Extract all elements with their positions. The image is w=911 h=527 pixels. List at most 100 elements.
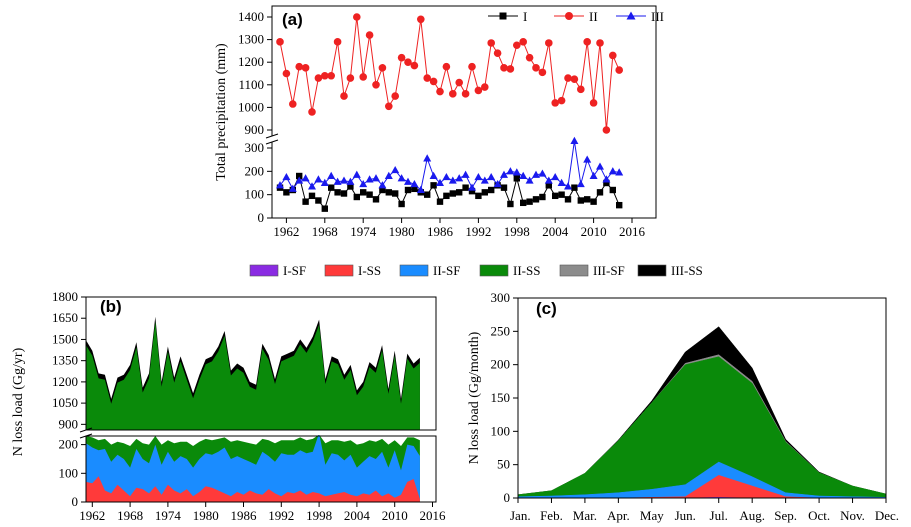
data-point-II bbox=[557, 96, 566, 105]
y-tick-label: 1800 bbox=[52, 289, 78, 304]
y-tick-label: 100 bbox=[491, 423, 511, 438]
data-point-III bbox=[500, 170, 508, 178]
data-point-I bbox=[596, 189, 604, 196]
panel-a: (a) Total precipitation (mm) 90010001100… bbox=[214, 5, 664, 239]
data-point-II bbox=[564, 74, 572, 82]
data-point-II bbox=[583, 38, 591, 46]
data-point-III bbox=[282, 172, 291, 181]
data-point-III bbox=[461, 170, 470, 178]
data-point-III bbox=[410, 179, 419, 188]
legend-marker-I bbox=[499, 12, 507, 20]
panel-b-label: (b) bbox=[100, 297, 122, 316]
data-point-I bbox=[449, 190, 456, 197]
x-tick-label: Jan. bbox=[510, 508, 531, 523]
data-point-II bbox=[308, 108, 316, 116]
stack-legend: I-SF I-SS II-SF II-SS III-SF III-SS bbox=[249, 263, 703, 278]
data-point-II bbox=[589, 99, 598, 107]
data-point-II bbox=[481, 83, 489, 91]
x-tick-label: Oct. bbox=[808, 508, 830, 523]
y-tick-label: 1200 bbox=[238, 54, 264, 69]
panel-c-x-ticks: Jan. Feb. Mar. Apr. May Jun. Jul. Aug. Sep. Oct. N… bbox=[510, 498, 899, 523]
y-tick-label: 900 bbox=[59, 416, 79, 431]
x-tick-label: 1968 bbox=[312, 224, 338, 239]
data-point-III bbox=[327, 171, 336, 179]
x-tick-label: Sep. bbox=[774, 508, 797, 523]
legend-label-III-SF: III-SF bbox=[593, 263, 625, 278]
data-point-II bbox=[596, 39, 604, 47]
data-point-III bbox=[346, 177, 355, 185]
area-I-SS-lower bbox=[86, 476, 420, 502]
y-tick-label: 100 bbox=[245, 187, 265, 202]
data-point-III bbox=[544, 176, 553, 184]
data-point-II bbox=[378, 64, 387, 72]
data-point-I bbox=[513, 175, 520, 182]
data-point-II bbox=[532, 64, 540, 72]
data-point-III bbox=[340, 176, 348, 184]
data-point-III bbox=[295, 176, 304, 184]
data-point-I bbox=[353, 193, 360, 201]
x-tick-label: 2016 bbox=[619, 224, 646, 239]
area-II-SF-lower bbox=[86, 433, 420, 502]
data-point-III bbox=[314, 175, 323, 183]
y-tick-label: 1050 bbox=[52, 395, 78, 410]
data-point-I bbox=[571, 184, 578, 191]
x-tick-label: 1974 bbox=[155, 508, 182, 523]
axis-break-mark bbox=[79, 433, 93, 439]
data-point-III bbox=[474, 172, 483, 181]
data-point-III bbox=[436, 178, 444, 186]
data-point-II bbox=[340, 92, 348, 100]
data-point-I bbox=[532, 196, 540, 203]
x-tick-label: 2004 bbox=[344, 508, 371, 523]
data-point-III bbox=[359, 179, 368, 188]
data-point-III bbox=[372, 174, 380, 182]
data-point-III bbox=[583, 155, 592, 163]
x-tick-label: Jul. bbox=[710, 508, 728, 523]
data-point-I bbox=[481, 189, 488, 196]
legend-label-II-SS: II-SS bbox=[513, 263, 540, 278]
x-tick-label: 1998 bbox=[306, 508, 332, 523]
data-point-II bbox=[474, 86, 483, 95]
data-point-I bbox=[609, 186, 616, 194]
y-tick-label: 1000 bbox=[238, 99, 264, 114]
data-point-I bbox=[500, 184, 508, 191]
x-tick-label: 1968 bbox=[117, 508, 143, 523]
data-point-I bbox=[411, 185, 418, 193]
data-point-II bbox=[449, 90, 457, 98]
data-point-II bbox=[609, 51, 617, 60]
series-line-II bbox=[279, 16, 620, 131]
data-point-I bbox=[379, 186, 386, 194]
data-point-III bbox=[551, 172, 560, 181]
y-tick-label: 0 bbox=[72, 494, 79, 509]
x-tick-label: 1986 bbox=[427, 224, 454, 239]
data-point-III bbox=[384, 171, 393, 179]
data-point-III bbox=[557, 178, 566, 186]
data-point-III bbox=[532, 170, 540, 178]
data-point-I bbox=[539, 193, 546, 201]
panel-b: (b) N loss load (Gg/yr) 900 1050 1200 1350 1… bbox=[11, 289, 446, 523]
x-tick-label: Feb. bbox=[540, 508, 563, 523]
panel-b-y-ticks: 900 1050 1200 1350 1500 1650 1800 0 100 200 bbox=[52, 289, 93, 509]
data-point-III bbox=[391, 165, 400, 174]
data-point-III bbox=[352, 170, 361, 178]
data-point-III bbox=[608, 167, 617, 175]
data-point-I bbox=[468, 187, 476, 195]
data-point-I bbox=[488, 186, 495, 194]
x-tick-label: 2010 bbox=[382, 508, 408, 523]
data-point-I bbox=[436, 198, 444, 205]
data-point-III bbox=[455, 174, 464, 182]
x-tick-label: 1962 bbox=[79, 508, 105, 523]
legend-label-I: I bbox=[523, 9, 527, 24]
data-point-II bbox=[519, 38, 527, 46]
panel-a-frame bbox=[271, 5, 657, 219]
data-point-II bbox=[577, 85, 585, 94]
data-point-II bbox=[525, 53, 534, 62]
data-point-II bbox=[570, 75, 579, 83]
data-point-I bbox=[392, 190, 399, 197]
data-point-I bbox=[347, 183, 354, 190]
legend-label-I-SF: I-SF bbox=[283, 263, 306, 278]
y-tick-label: 1500 bbox=[52, 331, 78, 346]
panel-b-lower-frame bbox=[85, 435, 437, 503]
panel-c-label: (c) bbox=[536, 299, 557, 318]
data-point-III bbox=[615, 168, 624, 176]
